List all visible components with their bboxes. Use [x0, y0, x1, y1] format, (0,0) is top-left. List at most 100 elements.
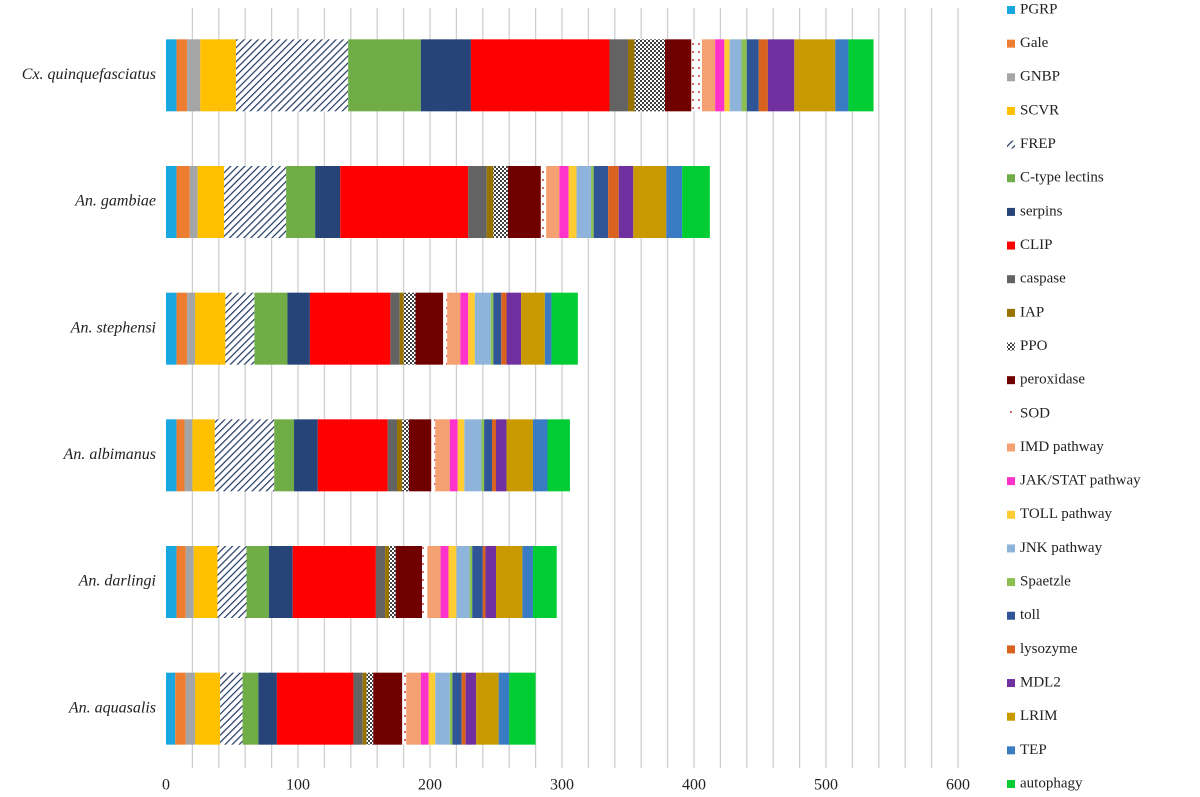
legend-label: PPO — [1020, 338, 1048, 354]
bar-segment — [395, 546, 423, 618]
bar-segment — [540, 166, 547, 238]
bar-segment — [496, 419, 507, 492]
bar-segment — [214, 419, 275, 492]
bar-segment — [195, 292, 226, 365]
bar-segment — [498, 672, 510, 745]
legend-label: peroxidase — [1020, 372, 1085, 388]
bar-segment — [715, 39, 725, 112]
bar-segment — [340, 166, 469, 238]
bar-segment — [166, 292, 177, 365]
bar-segment — [729, 39, 742, 112]
bar-segment — [431, 419, 436, 492]
bar-segment — [490, 292, 494, 365]
bar-segment — [422, 546, 428, 618]
bar-segment — [496, 546, 523, 618]
x-tick-label: 0 — [162, 777, 170, 794]
bar-segment — [724, 39, 730, 112]
bar-segment — [449, 672, 453, 745]
bar-segment — [568, 166, 577, 238]
legend-marker — [1007, 342, 1015, 351]
bar-segment — [741, 39, 747, 112]
bar-segment — [397, 419, 403, 492]
bar-segment — [546, 166, 560, 238]
legend-label: serpins — [1020, 203, 1063, 219]
bar-segment — [608, 166, 619, 238]
bar-segment — [428, 672, 436, 745]
bar-segment — [440, 546, 449, 618]
bar-segment — [403, 292, 416, 365]
bar-segment — [492, 419, 496, 492]
legend-label: LRIM — [1020, 708, 1058, 724]
bar-segment — [593, 166, 609, 238]
x-tick-label: 400 — [682, 777, 706, 794]
bar-segment — [286, 166, 316, 238]
legend-marker — [1007, 6, 1015, 14]
legend-marker — [1007, 174, 1015, 183]
bar-segment — [521, 292, 545, 365]
bar-segment — [415, 292, 444, 365]
x-tick-label: 600 — [946, 777, 970, 794]
bar-segment — [628, 39, 635, 112]
bar-segment — [189, 166, 198, 238]
legend-marker — [1007, 780, 1015, 788]
bar-segment — [224, 166, 287, 238]
bar-segment — [481, 419, 485, 492]
bar-segment — [509, 672, 536, 745]
bar-segment — [835, 39, 849, 112]
bar-segment — [274, 419, 295, 492]
bar-segment — [192, 419, 215, 492]
bar-segment — [176, 546, 186, 618]
bar-segment — [387, 419, 397, 492]
bar-segment — [485, 546, 496, 618]
bar-segment — [315, 166, 341, 238]
bar-segment — [225, 292, 255, 365]
bar-segment — [276, 672, 354, 745]
bar-segment — [294, 419, 318, 492]
legend-label: caspase — [1020, 271, 1066, 287]
bar-segment — [362, 672, 367, 745]
legend-label: CLIP — [1020, 237, 1053, 253]
bar-segment — [507, 166, 541, 238]
legend-marker — [1007, 106, 1015, 115]
bar-segment — [460, 292, 469, 365]
bar-segment — [166, 419, 177, 492]
bar-segment — [195, 672, 221, 745]
legend-label: autophagy — [1020, 775, 1083, 791]
bar-segment — [493, 292, 502, 365]
legend-marker — [1007, 73, 1015, 82]
bar-segment — [544, 292, 552, 365]
bar-segment — [758, 39, 768, 112]
bar-segment — [482, 546, 486, 618]
bar-segment — [522, 546, 533, 618]
bar-segment — [746, 39, 759, 112]
legend-marker — [1007, 510, 1015, 519]
bar-segment — [399, 292, 404, 365]
bar-segment — [468, 292, 475, 365]
x-tick-label: 500 — [814, 777, 838, 794]
bar-segment — [532, 546, 557, 618]
bar-segment — [375, 546, 386, 618]
bar-segment — [664, 39, 692, 112]
bar-segment — [457, 419, 465, 492]
bar-segment — [682, 166, 710, 238]
bar-segment — [353, 672, 363, 745]
bar-segment — [197, 166, 225, 238]
legend-label: PGRP — [1020, 1, 1058, 17]
bar-segment — [317, 419, 388, 492]
bar-segment — [385, 546, 390, 618]
bar-segment — [420, 672, 429, 745]
bar-segment — [287, 292, 310, 365]
bar-segment — [187, 39, 201, 112]
bar-segment — [493, 166, 508, 238]
bar-segment — [848, 39, 874, 112]
bar-segment — [506, 419, 533, 492]
bar-segment — [166, 166, 177, 238]
bar-segment — [292, 546, 376, 618]
legend-marker — [1007, 376, 1015, 385]
bar-segment — [187, 292, 196, 365]
bar-segment — [456, 546, 470, 618]
legend-marker — [1007, 207, 1015, 216]
bar-segment — [501, 292, 507, 365]
bar-segment — [618, 166, 634, 238]
